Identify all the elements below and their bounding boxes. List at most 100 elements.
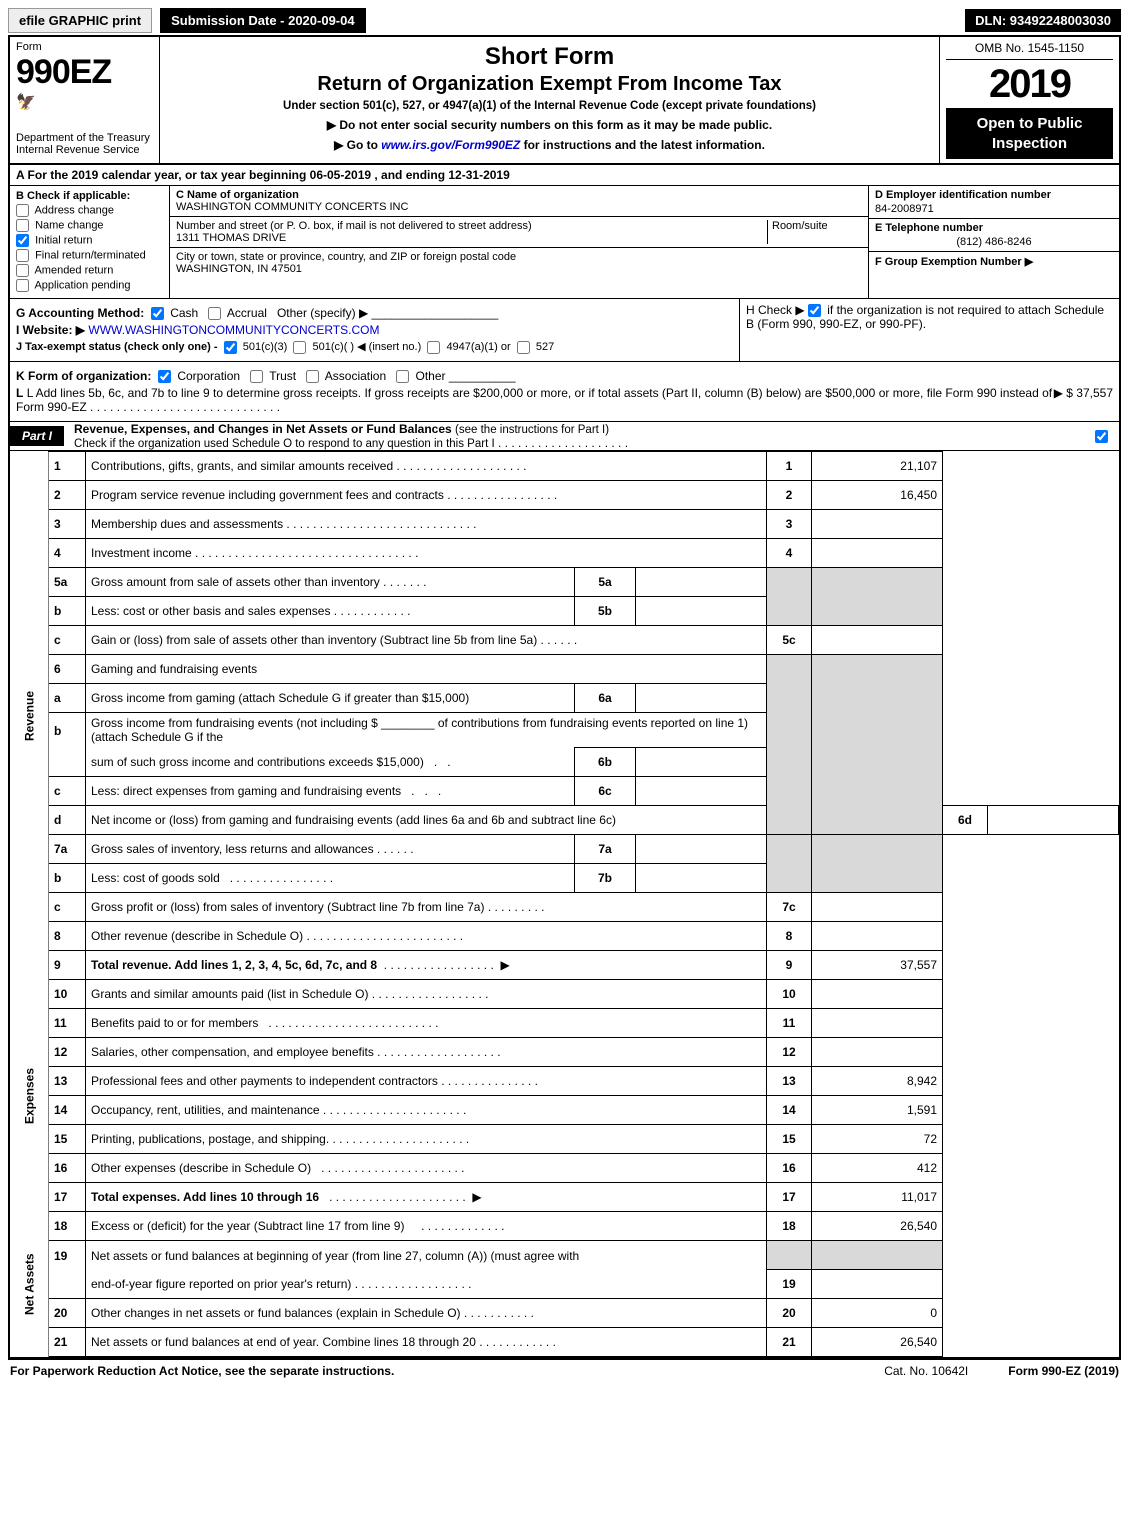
column-h: H Check ▶ if the organization is not req…: [739, 299, 1119, 361]
paperwork-notice: For Paperwork Reduction Act Notice, see …: [10, 1364, 394, 1378]
line-5b: b Less: cost or other basis and sales ex…: [10, 597, 1119, 626]
c-street-label: Number and street (or P. O. box, if mail…: [176, 220, 767, 232]
j-label: J Tax-exempt status (check only one) -: [16, 341, 218, 353]
column-def: D Employer identification number 84-2008…: [869, 186, 1119, 298]
side-label-expenses: Expenses: [10, 980, 49, 1212]
short-form-title: Short Form: [168, 43, 931, 71]
line-6b-row1: b Gross income from fundraising events (…: [10, 713, 1119, 748]
line-21: 21 Net assets or fund balances at end of…: [10, 1328, 1119, 1357]
open-to-public-badge: Open to Public Inspection: [946, 108, 1113, 159]
chk-schedule-b[interactable]: [808, 304, 821, 317]
line-10: Expenses 10 Grants and similar amounts p…: [10, 980, 1119, 1009]
chk-527[interactable]: [517, 341, 530, 354]
row-a-tax-year: A For the 2019 calendar year, or tax yea…: [10, 165, 1119, 186]
part1-check-note: Check if the organization used Schedule …: [74, 438, 495, 450]
chk-association[interactable]: [306, 370, 319, 383]
tax-year: 2019: [946, 64, 1113, 104]
chk-initial-return[interactable]: Initial return: [16, 234, 163, 247]
irs-eagle-icon: 🦅: [16, 92, 153, 112]
header-left: Form 990EZ 🦅 Department of the Treasury …: [10, 37, 160, 163]
part1-tag: Part I: [10, 426, 64, 446]
dept-treasury: Department of the Treasury: [16, 132, 153, 144]
form-990ez: Form 990EZ 🦅 Department of the Treasury …: [8, 35, 1121, 1359]
f-group-exemption: F Group Exemption Number ▶: [869, 252, 1119, 271]
line-2: 2 Program service revenue including gove…: [10, 481, 1119, 510]
no-ssn-warning: ▶ Do not enter social security numbers o…: [168, 118, 931, 132]
line-16: 16 Other expenses (describe in Schedule …: [10, 1154, 1119, 1183]
header-middle: Short Form Return of Organization Exempt…: [160, 37, 939, 163]
submission-date-badge: Submission Date - 2020-09-04: [160, 8, 366, 33]
form-number: 990EZ: [16, 53, 153, 92]
chk-application-pending[interactable]: Application pending: [16, 279, 163, 292]
chk-cash[interactable]: [151, 307, 164, 320]
chk-501c[interactable]: [293, 341, 306, 354]
goto-instructions: ▶ Go to www.irs.gov/Form990EZ for instru…: [168, 138, 931, 152]
chk-trust[interactable]: [250, 370, 263, 383]
efile-print-button[interactable]: efile GRAPHIC print: [8, 8, 152, 33]
chk-schedule-o-part1[interactable]: [1095, 430, 1108, 443]
chk-corporation[interactable]: [158, 370, 171, 383]
line-6d: d Net income or (loss) from gaming and f…: [10, 806, 1119, 835]
line-15: 15 Printing, publications, postage, and …: [10, 1125, 1119, 1154]
line-6b-row2: sum of such gross income and contributio…: [10, 748, 1119, 777]
irs-link[interactable]: www.irs.gov/Form990EZ: [381, 138, 520, 152]
form-label: Form: [16, 41, 153, 53]
g-label: G Accounting Method:: [16, 306, 144, 320]
catalog-number: Cat. No. 10642I: [884, 1364, 968, 1378]
part1-note: (see the instructions for Part I): [455, 424, 609, 436]
line-5a: 5a Gross amount from sale of assets othe…: [10, 568, 1119, 597]
l-gross-receipts-amount: ▶ $ 37,557: [1054, 386, 1113, 414]
website-link[interactable]: WWW.WASHINGTONCOMMUNITYCONCERTS.COM: [88, 323, 379, 337]
dln-badge: DLN: 93492248003030: [965, 9, 1121, 32]
row-kl: K Form of organization: Corporation Trus…: [10, 362, 1119, 422]
line-17: 17 Total expenses. Add lines 10 through …: [10, 1183, 1119, 1212]
c-city-label: City or town, state or province, country…: [176, 251, 862, 263]
lines-table: Revenue 1 Contributions, gifts, grants, …: [10, 451, 1119, 1357]
column-g: G Accounting Method: Cash Accrual Other …: [10, 299, 739, 361]
chk-address-change[interactable]: Address change: [16, 204, 163, 217]
chk-amended-return[interactable]: Amended return: [16, 264, 163, 277]
c-org-name: WASHINGTON COMMUNITY CONCERTS INC: [176, 201, 862, 213]
line-7b: b Less: cost of goods sold . . . . . . .…: [10, 864, 1119, 893]
chk-accrual[interactable]: [208, 307, 221, 320]
e-phone-value: (812) 486-8246: [875, 236, 1113, 248]
line-13: 13 Professional fees and other payments …: [10, 1067, 1119, 1096]
omb-number: OMB No. 1545-1150: [946, 41, 1113, 60]
side-label-netassets: Net Assets: [10, 1212, 49, 1357]
b-title: B Check if applicable:: [16, 190, 163, 202]
column-c-org-info: C Name of organization WASHINGTON COMMUN…: [170, 186, 869, 298]
form-version: Form 990-EZ (2019): [1008, 1364, 1119, 1378]
irs-label: Internal Revenue Service: [16, 144, 153, 156]
i-website-label: I Website: ▶: [16, 323, 85, 337]
line-9: 9 Total revenue. Add lines 1, 2, 3, 4, 5…: [10, 951, 1119, 980]
chk-other-org[interactable]: [396, 370, 409, 383]
line-18: Net Assets 18 Excess or (deficit) for th…: [10, 1212, 1119, 1241]
side-label-revenue: Revenue: [10, 452, 49, 980]
top-toolbar: efile GRAPHIC print Submission Date - 20…: [8, 8, 1121, 33]
line-12: 12 Salaries, other compensation, and emp…: [10, 1038, 1119, 1067]
under-section-note: Under section 501(c), 527, or 4947(a)(1)…: [168, 100, 931, 112]
form-header: Form 990EZ 🦅 Department of the Treasury …: [10, 37, 1119, 165]
chk-501c3[interactable]: [224, 341, 237, 354]
line-8: 8 Other revenue (describe in Schedule O)…: [10, 922, 1119, 951]
chk-4947[interactable]: [427, 341, 440, 354]
line-1: Revenue 1 Contributions, gifts, grants, …: [10, 452, 1119, 481]
return-title: Return of Organization Exempt From Incom…: [168, 73, 931, 96]
block-bcdef: B Check if applicable: Address change Na…: [10, 186, 1119, 299]
line-19-row2: end-of-year figure reported on prior yea…: [10, 1270, 1119, 1299]
e-phone-label: E Telephone number: [875, 222, 983, 234]
d-ein-label: D Employer identification number: [875, 189, 1051, 201]
chk-final-return[interactable]: Final return/terminated: [16, 249, 163, 262]
line-20: 20 Other changes in net assets or fund b…: [10, 1299, 1119, 1328]
part1-title: Revenue, Expenses, and Changes in Net As…: [74, 422, 452, 436]
l-gross-receipts-text: L L Add lines 5b, 6c, and 7b to line 9 t…: [16, 386, 1054, 414]
c-name-label: C Name of organization: [176, 189, 862, 201]
page-footer: For Paperwork Reduction Act Notice, see …: [8, 1359, 1121, 1382]
chk-name-change[interactable]: Name change: [16, 219, 163, 232]
part1-header: Part I Revenue, Expenses, and Changes in…: [10, 422, 1119, 451]
line-7a: 7a Gross sales of inventory, less return…: [10, 835, 1119, 864]
c-city-value: WASHINGTON, IN 47501: [176, 263, 862, 275]
d-ein-value: 84-2008971: [875, 203, 1113, 215]
k-label: K Form of organization:: [16, 369, 151, 383]
line-6: 6 Gaming and fundraising events: [10, 655, 1119, 684]
